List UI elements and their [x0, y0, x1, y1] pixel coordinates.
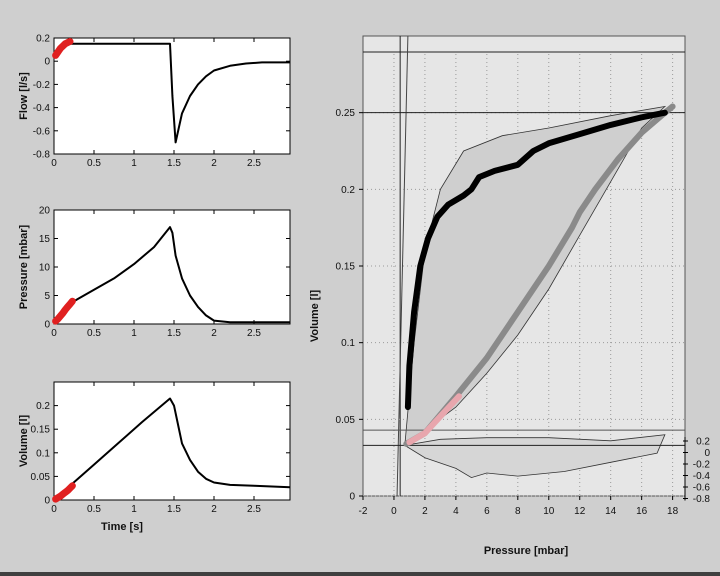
y-axis-label: Volume [l]	[18, 414, 30, 467]
x-tick-label: 8	[515, 506, 521, 517]
y-tick-label: 5	[44, 291, 50, 302]
x-axis-label: Time [s]	[101, 521, 143, 533]
y-tick-label: 0	[44, 496, 50, 507]
x-tick-label: 2	[422, 506, 428, 517]
plot-area	[53, 209, 291, 325]
x-tick-label: 2.5	[247, 328, 261, 339]
y-tick-label: 0.15	[31, 425, 51, 436]
y-tick-label: 10	[39, 263, 51, 274]
y-tick-label: 0.2	[36, 401, 50, 412]
current-segment-highlight	[406, 393, 462, 446]
y-axis-label: Volume [l]	[309, 289, 321, 342]
z-tick-label: -0.8	[693, 494, 711, 505]
y-axis-label: Pressure [mbar]	[18, 224, 30, 309]
x-tick-label: 16	[636, 506, 648, 517]
y-tick-label: 0.2	[341, 185, 355, 196]
x-tick-label: 1.5	[167, 158, 181, 169]
y-tick-label: 0	[349, 492, 355, 503]
x-tick-label: 1.5	[167, 504, 181, 515]
current-segment-highlight	[52, 482, 76, 503]
x-tick-label: 2	[211, 328, 217, 339]
x-tick-label: 0	[51, 504, 57, 515]
x-tick-label: 2.5	[247, 504, 261, 515]
x-tick-label: 6	[484, 506, 490, 517]
y-tick-label: -0.6	[33, 126, 51, 137]
x-tick-label: 2	[211, 504, 217, 515]
x-tick-label: 0	[51, 328, 57, 339]
y-tick-label: -0.4	[33, 103, 51, 114]
y-tick-label: 0.05	[336, 415, 356, 426]
y-tick-label: -0.2	[33, 80, 51, 91]
y-tick-label: 0	[44, 57, 50, 68]
y-tick-label: 20	[39, 206, 51, 217]
z-tick-label: -0.4	[693, 471, 711, 482]
y-tick-label: 0	[44, 320, 50, 331]
x-tick-label: 1	[131, 328, 137, 339]
y-tick-label: 15	[39, 234, 51, 245]
pressure-chart: 0 0.5 1 1.5 2 2.5 20 15 10 5 0 Pressure [mbar]	[18, 206, 291, 339]
y-tick-label: 0.05	[31, 472, 51, 483]
z-tick-label: -0.6	[693, 483, 711, 494]
x-tick-label: 0.5	[87, 504, 101, 515]
z-tick-label: 0	[704, 448, 710, 459]
x-tick-label: 1	[131, 504, 137, 515]
x-tick-label: 2.5	[247, 158, 261, 169]
x-tick-label: 10	[543, 506, 555, 517]
series-line	[53, 397, 291, 501]
x-tick-label: 18	[667, 506, 679, 517]
y-axis-label: Flow [l/s]	[18, 72, 30, 120]
y-tick-label: 0.15	[336, 262, 356, 273]
series-line-inspiration	[404, 109, 668, 411]
y-tick-label: -0.8	[33, 150, 51, 161]
x-tick-label: 1	[131, 158, 137, 169]
y-tick-label: 0.2	[36, 34, 50, 45]
x-tick-label: 0.5	[87, 158, 101, 169]
x-tick-label: 0	[51, 158, 57, 169]
flow-chart: 0 0.5 1 1.5 2 2.5 0.2 0 -0.2 -0.4 -0.6 -0.8 Flow [l/…	[18, 34, 291, 169]
x-tick-label: 0.5	[87, 328, 101, 339]
y-tick-label: 0.25	[336, 108, 356, 119]
plot-area	[53, 381, 291, 501]
z-tick-label: 0.2	[696, 437, 710, 448]
x-tick-label: 12	[574, 506, 586, 517]
x-tick-label: 0	[391, 506, 397, 517]
current-segment-highlight	[52, 297, 76, 325]
x-tick-label: -2	[359, 506, 368, 517]
y-tick-label: 0.1	[341, 338, 355, 349]
volume-chart: 0 0.5 1 1.5 2 2.5 0.2 0.15 0.1 0.05 0 Volume [l] Tim…	[18, 381, 291, 533]
x-tick-label: 2	[211, 158, 217, 169]
y-tick-label: 0.1	[36, 448, 50, 459]
pv-loop-chart: -2 0 2 4 6 8 10 12 14 16 180.250.20.150.10.0500.20…	[309, 35, 711, 557]
x-tick-label: 1.5	[167, 328, 181, 339]
z-tick-label: -0.2	[693, 460, 711, 471]
x-tick-label: 4	[453, 506, 459, 517]
current-segment-highlight	[52, 38, 74, 59]
x-tick-label: 14	[605, 506, 617, 517]
x-axis-label: Pressure [mbar]	[484, 545, 569, 557]
